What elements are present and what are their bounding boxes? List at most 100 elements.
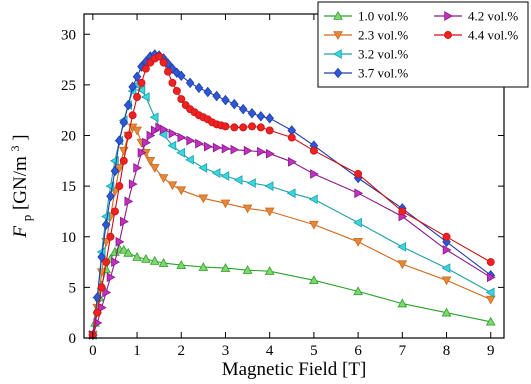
data-point-circle bbox=[133, 93, 142, 101]
data-point-circle bbox=[442, 232, 451, 241]
data-point-circle bbox=[354, 170, 363, 178]
y-tick-label: 5 bbox=[69, 280, 77, 296]
data-point-triangle-right bbox=[444, 11, 454, 21]
legend-label: 1.0 vol.% bbox=[358, 9, 408, 24]
data-point-circle bbox=[287, 133, 296, 142]
data-point-circle bbox=[155, 52, 164, 61]
data-point-triangle-right bbox=[243, 145, 253, 156]
data-point-diamond bbox=[256, 111, 266, 122]
data-point-triangle-down bbox=[118, 146, 129, 156]
x-tick-label: 6 bbox=[354, 343, 362, 359]
x-tick-label: 2 bbox=[178, 343, 186, 359]
data-point-circle bbox=[256, 123, 265, 132]
data-point-triangle-right bbox=[288, 156, 297, 167]
data-point-triangle-left bbox=[136, 85, 146, 95]
data-point-triangle-right bbox=[150, 125, 160, 136]
data-point-circle bbox=[110, 207, 119, 216]
data-point-diamond bbox=[185, 77, 195, 89]
data-point-triangle-right bbox=[195, 138, 204, 149]
legend-label: 3.2 vol.% bbox=[358, 47, 408, 62]
data-point-triangle-down bbox=[145, 157, 156, 166]
x-tick-label: 7 bbox=[399, 343, 407, 359]
legend-item: 4.2 vol.% bbox=[434, 9, 518, 24]
data-point-circle bbox=[141, 64, 150, 73]
legend-item: 3.2 vol.% bbox=[324, 47, 408, 62]
y-tick-label: 10 bbox=[61, 230, 76, 246]
data-point-triangle-right bbox=[146, 130, 156, 141]
x-tick-label: 1 bbox=[133, 343, 141, 359]
data-point-circle bbox=[239, 123, 248, 132]
data-point-triangle-up bbox=[158, 258, 169, 267]
data-point-diamond bbox=[101, 219, 111, 230]
data-point-triangle-down bbox=[220, 199, 231, 209]
y-axis-title-unit: [GN/m bbox=[10, 156, 31, 210]
data-point-triangle-right bbox=[354, 188, 364, 199]
data-point-triangle-right bbox=[142, 137, 151, 148]
data-point-circle bbox=[221, 122, 230, 131]
series-layer bbox=[87, 49, 496, 341]
legend-label: 3.7 vol.% bbox=[358, 66, 408, 81]
data-point-triangle-right bbox=[442, 245, 452, 255]
x-tick-label: 4 bbox=[266, 343, 274, 359]
data-point-circle bbox=[97, 283, 106, 292]
data-point-triangle-left bbox=[198, 163, 208, 173]
legend-label: 2.3 vol.% bbox=[358, 28, 408, 43]
data-point-triangle-down bbox=[114, 164, 125, 173]
data-point-triangle-down bbox=[333, 31, 343, 41]
x-tick-label: 3 bbox=[222, 343, 230, 359]
legend-item: 4.4 vol.% bbox=[434, 28, 518, 43]
data-point-diamond bbox=[132, 71, 142, 83]
data-point-diamond bbox=[247, 107, 257, 119]
legend-label: 4.2 vol.% bbox=[468, 9, 518, 24]
data-point-circle bbox=[93, 308, 102, 317]
data-point-triangle-left bbox=[140, 92, 150, 102]
series-3 bbox=[87, 79, 495, 340]
y-tick-label: 20 bbox=[61, 129, 76, 145]
data-point-diamond bbox=[194, 82, 204, 94]
y-tick-label: 25 bbox=[61, 78, 76, 94]
data-point-diamond bbox=[238, 103, 248, 115]
data-point-triangle-up bbox=[264, 266, 275, 275]
data-point-circle bbox=[106, 232, 115, 241]
data-point-triangle-down bbox=[485, 295, 496, 305]
data-point-triangle-down bbox=[167, 181, 178, 191]
data-point-circle bbox=[159, 58, 168, 67]
data-point-triangle-right bbox=[111, 257, 120, 267]
data-point-circle bbox=[124, 131, 133, 140]
data-point-circle bbox=[486, 258, 495, 267]
data-point-triangle-left bbox=[441, 263, 451, 274]
data-point-triangle-right bbox=[486, 272, 496, 283]
data-point-triangle-left bbox=[332, 49, 342, 59]
data-point-triangle-down bbox=[242, 204, 253, 214]
data-point-circle bbox=[137, 78, 146, 87]
data-point-circle bbox=[128, 111, 137, 120]
data-point-triangle-down bbox=[353, 238, 363, 247]
data-point-circle bbox=[265, 126, 274, 135]
data-point-circle bbox=[398, 207, 407, 216]
data-point-triangle-right bbox=[177, 132, 187, 143]
data-point-triangle-up bbox=[118, 244, 129, 254]
data-point-triangle-right bbox=[230, 144, 240, 155]
legend-item: 1.0 vol.% bbox=[324, 9, 408, 24]
data-point-triangle-right bbox=[204, 141, 213, 152]
data-point-triangle-left bbox=[167, 140, 177, 151]
data-point-triangle-down bbox=[309, 220, 319, 230]
y-axis-title-close: ] bbox=[10, 134, 31, 140]
data-point-diamond bbox=[176, 70, 186, 82]
data-point-triangle-down bbox=[158, 174, 169, 184]
data-point-triangle-right bbox=[106, 272, 116, 283]
series-line bbox=[92, 126, 491, 336]
data-point-triangle-right bbox=[212, 142, 222, 153]
data-point-triangle-right bbox=[155, 122, 165, 133]
x-tick-label: 9 bbox=[487, 343, 495, 359]
data-point-triangle-right bbox=[310, 169, 319, 179]
data-point-triangle-left bbox=[211, 168, 221, 178]
data-point-circle bbox=[309, 146, 318, 155]
data-point-triangle-right bbox=[120, 216, 129, 227]
data-point-triangle-left bbox=[286, 188, 296, 199]
x-tick-label: 8 bbox=[443, 343, 451, 359]
x-axis-title: Magnetic Field [T] bbox=[222, 359, 367, 380]
data-point-triangle-right bbox=[128, 179, 138, 189]
legend: 1.0 vol.% 2.3 vol.% 3.2 vol.% 3.7 vol.% 4.2 … bbox=[317, 1, 529, 88]
